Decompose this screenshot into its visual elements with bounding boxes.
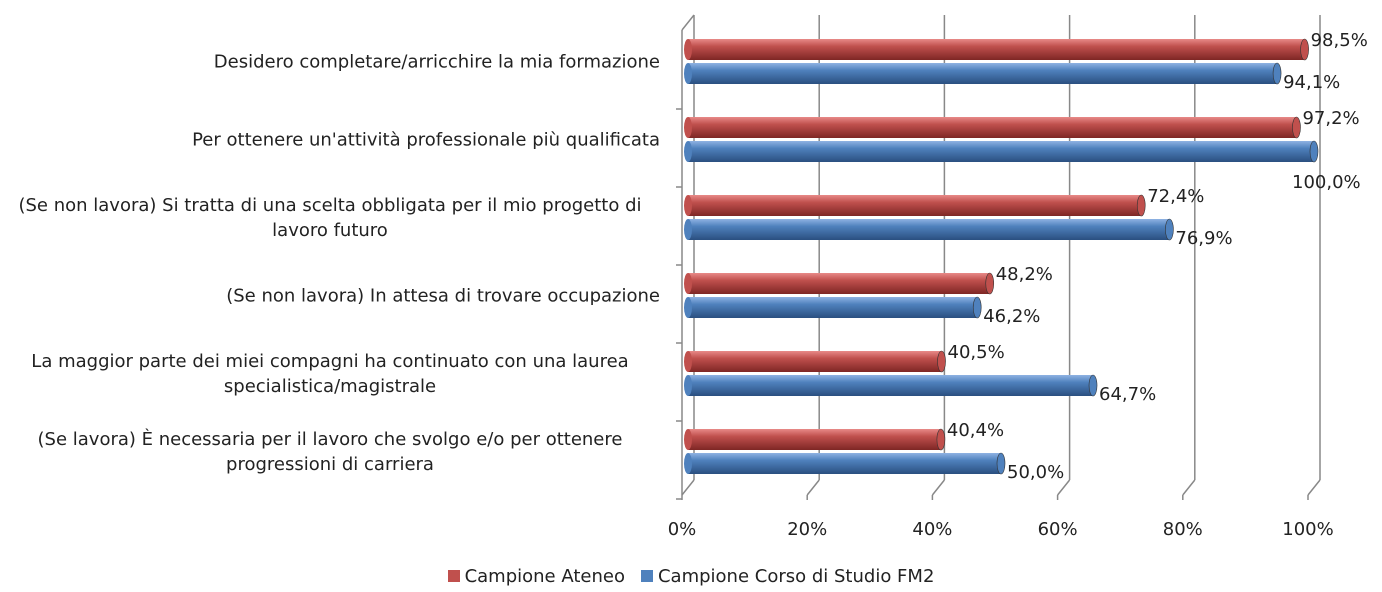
- bar-cap: [1300, 38, 1309, 61]
- value-label: 72,4%: [1147, 186, 1204, 207]
- bar-cap: [936, 428, 946, 451]
- bar: [688, 39, 1305, 60]
- bar-base: [684, 39, 692, 60]
- legend-swatch: [640, 570, 653, 582]
- legend-label: Campione Corso di Studio FM2: [657, 566, 935, 587]
- bar-base: [684, 141, 692, 162]
- bar-cap: [1088, 374, 1098, 397]
- x-tick-label: 0%: [668, 519, 697, 540]
- x-tick-label: 100%: [1282, 519, 1333, 540]
- bar: [688, 195, 1142, 216]
- value-label: 97,2%: [1302, 108, 1359, 129]
- grid-line: [1057, 479, 1071, 496]
- bar-base: [684, 351, 692, 372]
- value-label: 76,9%: [1175, 228, 1232, 249]
- y-tick-label: Per ottenere un'attività professionale p…: [192, 129, 660, 151]
- y-tick-label: (Se non lavora) In attesa di trovare occ…: [226, 285, 660, 307]
- value-label: 46,2%: [983, 306, 1040, 327]
- bar-cap: [1292, 116, 1301, 139]
- bar-base: [684, 375, 692, 396]
- value-label: 40,4%: [947, 420, 1004, 441]
- bar-cap: [1272, 62, 1282, 85]
- bar-cap: [1165, 218, 1174, 241]
- bar-cap: [996, 452, 1006, 475]
- bar-cap: [985, 272, 995, 295]
- category-label-box: (Se non lavora) In attesa di trovare occ…: [226, 284, 660, 309]
- bar-base: [684, 453, 692, 474]
- bar: [688, 141, 1314, 162]
- category-label-box: Desidero completare/arricchire la mia fo…: [214, 50, 660, 75]
- bar-cap: [937, 350, 946, 373]
- value-label: 40,5%: [948, 342, 1005, 363]
- bar: [688, 351, 942, 372]
- legend-label: Campione Ateneo: [464, 566, 625, 587]
- x-tick-label: 80%: [1163, 519, 1203, 540]
- bar-cap: [1309, 140, 1319, 163]
- legend-swatch: [447, 570, 460, 582]
- category-label-box: La maggior parte dei miei compagni ha co…: [0, 349, 660, 399]
- bar-cap: [972, 296, 982, 319]
- legend-item: Campione Corso di Studio FM2: [640, 566, 935, 587]
- legend-item: Campione Ateneo: [447, 566, 625, 587]
- value-label: 94,1%: [1283, 72, 1340, 93]
- bar-base: [684, 219, 692, 240]
- bar-cap: [1136, 194, 1146, 217]
- x-tick-label: 40%: [912, 519, 952, 540]
- x-tick-label: 20%: [787, 519, 827, 540]
- category-label-box: (Se non lavora) Si tratta di una scelta …: [0, 193, 660, 243]
- y-tick-label: (Se lavora) È necessaria per il lavoro c…: [37, 429, 623, 475]
- y-tick-label: Desidero completare/arricchire la mia fo…: [213, 51, 660, 73]
- bar-base: [684, 273, 692, 294]
- grid-line: [806, 479, 820, 496]
- bar-base: [684, 117, 692, 138]
- axis-line: [681, 479, 695, 496]
- bar: [688, 117, 1297, 138]
- bar: [688, 63, 1278, 84]
- axis-line: [681, 14, 695, 31]
- bar-base: [684, 297, 692, 318]
- x-tick-label: 60%: [1038, 519, 1078, 540]
- bar: [688, 453, 1001, 474]
- bar-base: [684, 195, 692, 216]
- grid-line: [1307, 479, 1321, 496]
- value-label: 98,5%: [1311, 30, 1368, 51]
- category-label-box: Per ottenere un'attività professionale p…: [192, 128, 660, 153]
- bar: [688, 297, 978, 318]
- value-label: 64,7%: [1099, 384, 1156, 405]
- grid-line: [1182, 479, 1196, 496]
- value-label: 50,0%: [1007, 462, 1064, 483]
- value-label: 100,0%: [1292, 172, 1361, 193]
- bar-base: [684, 429, 692, 450]
- y-tick-label: La maggior parte dei miei compagni ha co…: [31, 351, 629, 397]
- bar: [688, 219, 1170, 240]
- bar-base: [684, 63, 692, 84]
- bar: [688, 375, 1094, 396]
- grid-line: [931, 479, 945, 496]
- legend: Campione Ateneo Campione Corso di Studio …: [0, 566, 1382, 587]
- bar: [688, 273, 990, 294]
- bar: [688, 429, 941, 450]
- value-label: 48,2%: [996, 264, 1053, 285]
- y-tick-label: (Se non lavora) Si tratta di una scelta …: [18, 195, 642, 241]
- category-label-box: (Se lavora) È necessaria per il lavoro c…: [0, 427, 660, 477]
